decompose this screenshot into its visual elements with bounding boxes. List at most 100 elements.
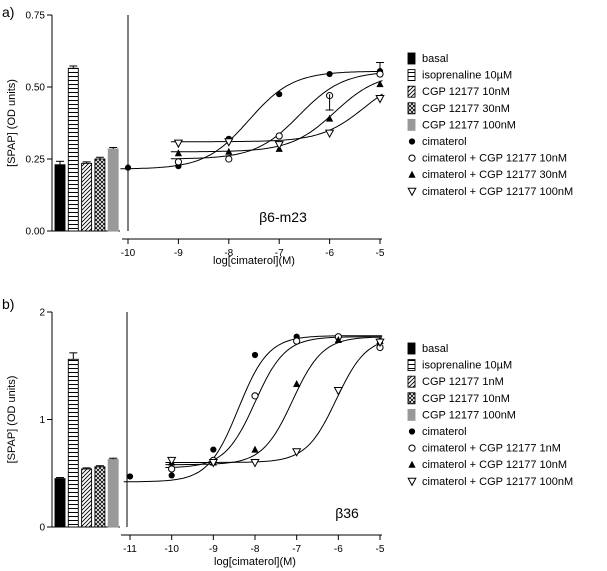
legend-marker [408, 170, 416, 178]
legend-swatch [407, 408, 416, 421]
bar [107, 148, 119, 232]
panel-label: b) [2, 296, 14, 312]
data-point [274, 141, 284, 150]
y-tick-label: 2 [39, 308, 45, 319]
data-point [376, 70, 384, 78]
data-point [375, 95, 385, 104]
receptor-annotation: β6-m23 [259, 209, 307, 225]
legend-marker [408, 138, 416, 145]
legend-label: CGP 12177 100nM [422, 119, 516, 131]
legend-swatch [407, 102, 416, 115]
series-curve [120, 70, 383, 170]
panel-a: a) 0.00 0.25 0.50 0.75 [SPAP] (OD units) -10 -9… [2, 4, 573, 267]
x-tick-label: -5 [376, 544, 385, 555]
legend-label: cimaterol + CGP 12177 10nM [422, 459, 567, 471]
legend-marker [408, 444, 416, 452]
legend-swatch [407, 392, 416, 405]
panel-label: a) [2, 4, 14, 20]
series-curve [170, 72, 383, 160]
data-point [326, 70, 333, 78]
data-point [168, 465, 176, 473]
y-tick-label: 1 [39, 415, 45, 426]
legend-swatch [407, 69, 416, 82]
data-point [292, 448, 302, 457]
data-point [276, 91, 283, 98]
x-axis-label: log[cimaterol](M) [214, 556, 296, 568]
x-tick-label: -7 [292, 544, 301, 555]
x-tick-label: -9 [174, 248, 183, 259]
legend-marker [408, 154, 416, 162]
legend-marker [407, 187, 417, 197]
data-point [251, 445, 259, 453]
x-tick-label: -10 [164, 544, 179, 555]
legend-swatch [407, 359, 416, 372]
data-point [174, 158, 182, 166]
x-tick-label: -10 [121, 248, 136, 259]
legend-label: cimaterol + CGP 12177 30nM [422, 169, 567, 181]
data-point [174, 149, 182, 157]
data-point [375, 338, 385, 348]
legend-label: cimaterol + CGP 12177 100nM [422, 476, 573, 488]
x-tick-label: -8 [251, 544, 260, 555]
bar [81, 468, 93, 528]
data-point [173, 139, 184, 149]
bar [94, 158, 106, 232]
legend-label: cimaterol + CGP 12177 10nM [422, 153, 567, 165]
data-point [293, 337, 301, 345]
data-point [251, 351, 259, 359]
data-point [224, 138, 234, 147]
data-point [251, 392, 259, 400]
data-point [225, 147, 233, 155]
legend-swatch [407, 52, 416, 65]
y-tick-label: 0.50 [26, 83, 46, 94]
data-point [333, 386, 343, 396]
y-axis-label: [SPAP] (OD units) [6, 376, 18, 464]
legend-marker [407, 477, 417, 487]
data-point [275, 132, 283, 140]
x-tick-label: -11 [123, 544, 137, 555]
x-tick-label: -8 [224, 248, 233, 259]
series-curve [170, 80, 383, 153]
panel-b: b) 0 1 2 [SPAP] (OD units) -11 -10 -9 -8 -7 -6 -5 lo… [2, 296, 573, 568]
data-point [324, 129, 335, 139]
x-tick-label: -7 [275, 248, 284, 259]
x-tick-label: -6 [325, 248, 334, 259]
series-curve [165, 342, 383, 463]
bar [67, 358, 79, 528]
y-tick-label: 0.25 [26, 155, 46, 166]
y-tick-label: 0.00 [26, 227, 46, 238]
receptor-annotation: β36 [335, 505, 359, 521]
series-curve [170, 93, 383, 143]
legend-swatch [407, 375, 416, 388]
legend-label: CGP 12177 100nM [422, 409, 516, 421]
data-point [334, 335, 342, 343]
bar [54, 164, 66, 232]
data-point [293, 380, 301, 388]
data-point [168, 472, 175, 479]
x-tick-label: -6 [334, 544, 343, 555]
bar [67, 67, 79, 232]
y-tick-label: 0 [39, 523, 45, 534]
legend-label: CGP 12177 10nM [422, 393, 510, 405]
legend-label: cimaterol [422, 136, 467, 148]
legend-label: cimaterol + CGP 12177 100nM [422, 186, 573, 198]
y-tick-label: 0.75 [26, 11, 46, 22]
data-point [124, 164, 132, 171]
legend-swatch [407, 85, 416, 98]
legend-label: CGP 12177 10nM [422, 86, 510, 98]
bar [94, 466, 106, 528]
data-point [167, 456, 177, 466]
data-point [208, 459, 218, 468]
data-point [326, 114, 334, 122]
legend-marker [408, 460, 416, 468]
legend-label: cimaterol [422, 426, 467, 438]
x-axis-label: log[cimaterol](M) [213, 255, 295, 267]
legend-swatch [407, 118, 416, 131]
legend-label: CGP 12177 1nM [422, 376, 504, 388]
legend-label: cimaterol + CGP 12177 1nM [422, 443, 561, 455]
legend-marker [408, 428, 416, 435]
series-curve [165, 336, 383, 466]
data-point [126, 473, 134, 480]
y-axis-label: [SPAP] (OD units) [6, 79, 18, 167]
